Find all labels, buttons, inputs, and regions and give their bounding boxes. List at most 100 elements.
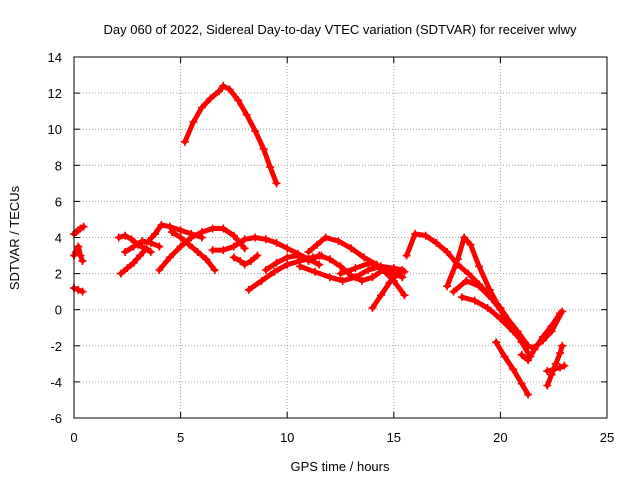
data-point <box>74 285 83 294</box>
series-line <box>493 339 531 397</box>
data-point <box>338 276 347 285</box>
data-point <box>509 365 518 374</box>
series-line <box>338 260 407 298</box>
data-point <box>443 282 452 291</box>
data-point <box>539 332 548 341</box>
data-point <box>402 251 411 260</box>
data-point <box>187 233 196 242</box>
data-point <box>558 341 567 350</box>
series-arc-27 <box>543 361 569 376</box>
data-point <box>155 242 164 251</box>
y-tick-label: -4 <box>50 375 62 390</box>
data-point <box>530 345 539 354</box>
data-point <box>310 267 319 276</box>
series-arc-10 <box>168 228 219 274</box>
series-line <box>519 310 563 363</box>
data-point <box>185 240 194 249</box>
data-point <box>351 273 360 282</box>
data-point <box>251 127 260 136</box>
x-tick-label: 10 <box>280 430 294 445</box>
data-point <box>462 276 471 285</box>
x-axis-label: GPS time / hours <box>291 459 390 474</box>
data-point <box>261 265 270 274</box>
data-point <box>524 390 533 399</box>
data-point <box>240 244 249 253</box>
data-point <box>543 381 552 390</box>
data-point <box>325 255 334 264</box>
data-point <box>193 247 202 256</box>
data-point <box>72 247 81 256</box>
x-tick-label: 20 <box>493 430 507 445</box>
data-point <box>142 244 151 253</box>
x-tick-label: 0 <box>70 430 77 445</box>
data-point <box>283 253 292 262</box>
series-arc-25 <box>517 309 565 365</box>
data-point <box>443 247 452 256</box>
data-point <box>368 303 377 312</box>
data-point <box>129 258 138 267</box>
data-point <box>398 273 407 282</box>
data-point <box>351 264 360 273</box>
data-point <box>219 224 228 233</box>
data-point <box>453 255 462 264</box>
data-point <box>517 379 526 388</box>
data-point <box>240 235 249 244</box>
data-point <box>549 365 558 374</box>
data-point <box>364 265 373 274</box>
y-tick-label: 4 <box>55 231 62 246</box>
data-point <box>229 231 238 240</box>
data-point <box>389 264 398 273</box>
data-point <box>219 246 228 255</box>
data-point <box>295 262 304 271</box>
data-point <box>500 352 509 361</box>
data-point <box>121 231 130 240</box>
y-tick-label: 6 <box>55 194 62 209</box>
data-point <box>157 220 166 229</box>
data-point <box>336 269 345 278</box>
series-arc-19 <box>368 269 403 312</box>
data-point <box>475 262 484 271</box>
data-point <box>556 309 565 318</box>
series-arc-17 <box>295 262 409 285</box>
data-point <box>547 321 556 330</box>
series-line <box>544 363 567 374</box>
data-point <box>449 287 458 296</box>
data-point <box>464 269 473 278</box>
data-point <box>121 247 130 256</box>
series-arc-12 <box>229 251 262 269</box>
data-point <box>313 240 322 249</box>
data-point <box>359 253 368 262</box>
data-point <box>116 269 125 278</box>
x-tick-label: 5 <box>177 430 184 445</box>
y-tick-label: -6 <box>50 411 62 426</box>
data-point <box>304 256 313 265</box>
data-point <box>176 242 185 251</box>
series-arc-3 <box>70 284 87 296</box>
data-point <box>151 229 160 238</box>
data-point <box>334 237 343 246</box>
data-point <box>560 361 569 370</box>
series-line <box>182 83 279 186</box>
data-point <box>400 267 409 276</box>
data-series-layer <box>70 81 569 399</box>
data-point <box>293 251 302 260</box>
data-point <box>176 226 185 235</box>
data-point <box>458 293 467 302</box>
data-point <box>466 240 475 249</box>
data-point <box>197 103 206 112</box>
data-point <box>197 228 206 237</box>
series-line <box>370 271 401 311</box>
y-tick-label: 12 <box>48 86 62 101</box>
data-point <box>246 256 255 265</box>
data-point <box>400 291 409 300</box>
series-line <box>210 235 311 262</box>
x-tick-label: 25 <box>600 430 614 445</box>
data-point <box>517 350 526 359</box>
data-point <box>244 285 253 294</box>
series-arc-26 <box>543 341 567 390</box>
data-point <box>394 269 403 278</box>
data-point <box>176 233 185 242</box>
series-line <box>169 229 218 273</box>
data-point <box>146 247 155 256</box>
data-point <box>114 233 123 242</box>
